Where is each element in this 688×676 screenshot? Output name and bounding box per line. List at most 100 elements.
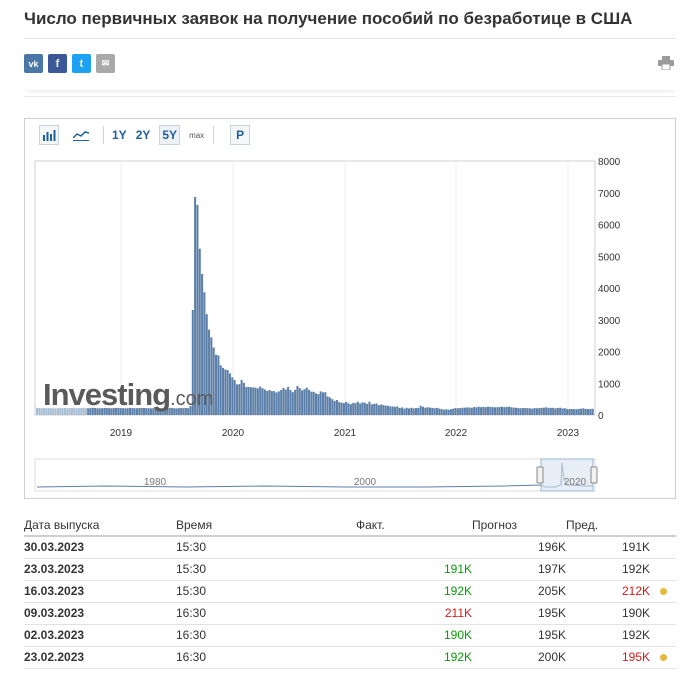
range-1y-button[interactable]: 1Y xyxy=(112,128,127,142)
bar xyxy=(577,408,580,415)
bar xyxy=(215,354,218,415)
bar xyxy=(91,407,94,415)
bar xyxy=(428,407,431,415)
bar xyxy=(170,408,173,415)
bar xyxy=(228,373,232,415)
bar xyxy=(363,402,366,415)
bar xyxy=(328,397,331,415)
bar xyxy=(354,403,357,415)
bar xyxy=(389,406,392,415)
bar xyxy=(115,407,118,415)
bar xyxy=(301,390,304,415)
y-tick-label: 0 xyxy=(598,411,604,422)
bar xyxy=(447,409,450,415)
area-chart-type-button[interactable] xyxy=(71,125,91,145)
bar xyxy=(459,408,462,415)
time-cell: 15:30 xyxy=(176,580,356,603)
bar xyxy=(452,408,455,415)
bar xyxy=(133,408,136,415)
bar xyxy=(180,408,183,415)
revision-indicator-cell xyxy=(650,602,676,625)
bar xyxy=(319,391,322,415)
investing-logo: Investing .com xyxy=(43,377,214,412)
range-5y-button[interactable]: 5Y xyxy=(159,125,181,145)
bar xyxy=(387,405,390,415)
actual-cell xyxy=(356,536,472,559)
range-2y-button[interactable]: 2Y xyxy=(135,128,151,142)
bar xyxy=(38,408,41,415)
x-tick-label: 2021 xyxy=(334,428,357,439)
bar xyxy=(59,408,62,415)
bar xyxy=(589,408,592,415)
bar xyxy=(454,408,457,415)
email-share-button[interactable]: ✉ xyxy=(96,54,115,73)
x-tick-label: 2020 xyxy=(222,428,245,439)
bar xyxy=(487,406,490,415)
bar xyxy=(533,407,536,415)
bar xyxy=(63,407,66,415)
bar xyxy=(280,390,283,415)
bar xyxy=(45,408,48,415)
vk-share-button[interactable]: vk xyxy=(24,54,43,73)
twitter-share-button[interactable]: t xyxy=(72,54,91,73)
bar xyxy=(54,408,57,415)
release-date-cell: 02.03.2023 xyxy=(24,624,176,647)
bar xyxy=(361,402,364,415)
bar xyxy=(505,407,508,415)
bar xyxy=(80,408,83,415)
y-tick-label: 7000 xyxy=(598,189,621,200)
print-icon[interactable] xyxy=(658,56,674,70)
bar xyxy=(222,367,225,415)
bar-chart-type-button[interactable] xyxy=(39,125,59,145)
bar xyxy=(277,391,280,415)
bar xyxy=(401,407,404,415)
bar xyxy=(268,390,271,415)
bar xyxy=(377,405,380,415)
vk-icon: vk xyxy=(28,58,39,69)
bar xyxy=(456,408,459,415)
revision-indicator-cell xyxy=(650,558,676,581)
bar xyxy=(254,387,257,415)
previous-cell: 195K xyxy=(566,646,650,669)
y-tick-label: 4000 xyxy=(598,284,621,295)
bar xyxy=(159,408,162,415)
bar xyxy=(163,408,166,415)
bar xyxy=(77,408,80,415)
bar xyxy=(138,408,141,415)
bar xyxy=(514,407,517,415)
bar xyxy=(584,408,587,415)
revision-dot-icon xyxy=(659,588,667,595)
range-max-button[interactable]: max xyxy=(189,130,205,140)
bar xyxy=(142,408,145,415)
bar xyxy=(373,403,376,415)
toolbar-separator xyxy=(103,126,104,144)
previous-cell: 212K xyxy=(566,580,650,603)
bar xyxy=(242,382,245,415)
previous-cell: 191K xyxy=(566,536,650,559)
forecast-cell: 197K xyxy=(472,558,566,581)
bar xyxy=(217,355,220,415)
bar xyxy=(226,370,229,415)
bar xyxy=(477,406,480,415)
bar xyxy=(168,407,171,415)
release-date-cell: 16.03.2023 xyxy=(24,580,176,603)
bar xyxy=(40,408,43,415)
bar xyxy=(198,248,201,415)
bar xyxy=(335,399,338,415)
bar xyxy=(66,408,69,415)
navigator-tick-label: 2020 xyxy=(564,477,587,488)
bar xyxy=(501,406,504,415)
previous-cell: 192K xyxy=(566,624,650,647)
bar xyxy=(84,408,87,415)
bar xyxy=(75,408,78,415)
p-button[interactable]: P xyxy=(230,125,251,145)
bar xyxy=(517,408,520,415)
facebook-share-button[interactable]: f xyxy=(48,54,67,73)
bar xyxy=(494,407,497,415)
social-share-bar: vk f t ✉ xyxy=(24,54,115,73)
bar xyxy=(315,393,318,415)
bar xyxy=(568,409,571,415)
table-header-row: Дата выпуска Время Факт. Прогноз Пред. xyxy=(24,514,676,537)
area-chart-icon xyxy=(73,131,89,141)
bar xyxy=(496,407,499,415)
